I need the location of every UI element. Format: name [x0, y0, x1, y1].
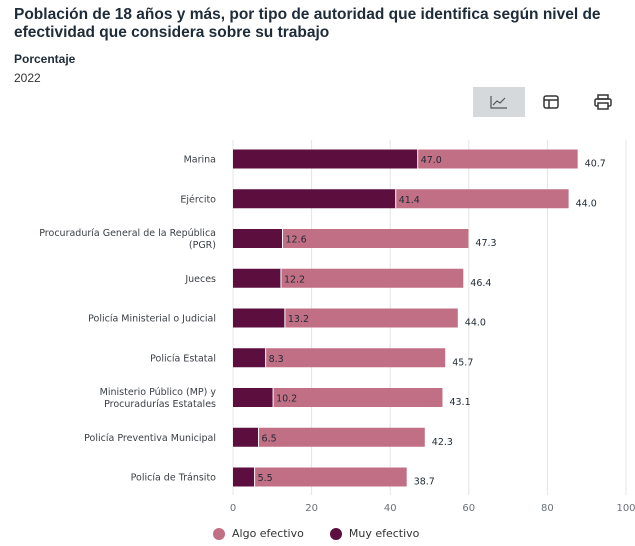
category-label: Procuraduría General de la República [39, 228, 216, 239]
bar-muy-efectivo [233, 467, 255, 487]
data-label-muy: 8.3 [269, 354, 284, 365]
data-label-algo: 46.4 [470, 278, 491, 289]
chart-year: 2022 [14, 71, 41, 85]
data-label-algo: 40.7 [585, 159, 606, 170]
bar-algo-efectivo [254, 467, 407, 487]
data-label-algo: 42.3 [432, 437, 453, 448]
legend-item-algo[interactable]: Algo efectivo [213, 527, 304, 540]
line-chart-view-button[interactable] [473, 87, 525, 117]
data-label-algo: 47.3 [475, 238, 496, 249]
chart-title: Población de 18 años y más, por tipo de … [14, 6, 601, 41]
data-label-muy: 10.2 [276, 394, 297, 405]
legend-label-algo: Algo efectivo [232, 527, 304, 540]
print-button[interactable] [577, 87, 629, 117]
print-icon [594, 94, 612, 110]
category-label: Policía Estatal [150, 353, 216, 364]
bar-algo-efectivo [258, 427, 425, 447]
data-label-muy: 12.6 [286, 235, 307, 246]
bar-algo-efectivo [282, 229, 469, 248]
x-tick-label: 100 [616, 503, 635, 514]
chart-legend: Algo efectivo Muy efectivo [213, 527, 445, 540]
line-chart-icon [490, 96, 507, 109]
x-tick-label: 80 [541, 503, 554, 514]
bar-algo-efectivo [273, 388, 443, 407]
data-label-muy: 47.0 [421, 155, 442, 166]
legend-swatch-algo [213, 527, 225, 540]
bar-muy-efectivo [233, 229, 283, 248]
data-label-algo: 44.0 [576, 198, 597, 209]
legend-label-muy: Muy efectivo [348, 527, 420, 540]
bar-muy-efectivo [233, 427, 259, 447]
category-label: Policía Preventiva Municipal [84, 433, 216, 444]
bar-muy-efectivo [233, 149, 418, 169]
x-tick-label: 40 [384, 503, 397, 514]
category-label: Policía Ministerial o Judicial [88, 314, 216, 325]
bar-algo-efectivo [395, 189, 569, 209]
bar-muy-efectivo [233, 348, 266, 368]
data-label-muy: 6.5 [262, 433, 277, 444]
data-label-algo: 38.7 [414, 477, 435, 488]
data-label-muy: 13.2 [288, 314, 309, 325]
category-label: Procuradurías Estatales [104, 399, 216, 410]
bar-muy-efectivo [233, 189, 396, 209]
x-tick-label: 60 [462, 503, 475, 514]
legend-item-muy[interactable]: Muy efectivo [329, 527, 420, 540]
chart-toolbar [473, 87, 629, 117]
table-icon [543, 95, 559, 109]
data-label-muy: 41.4 [399, 195, 420, 206]
data-label-algo: 44.0 [465, 318, 486, 329]
table-view-button[interactable] [525, 87, 577, 117]
bar-muy-efectivo [233, 268, 281, 288]
chart-subtitle: Porcentaje [14, 52, 76, 66]
category-label: (PGR) [189, 240, 216, 251]
bar-muy-efectivo [233, 308, 285, 328]
x-tick-label: 20 [305, 503, 318, 514]
category-label: Ministerio Público (MP) y [100, 387, 217, 398]
bar-algo-efectivo [417, 149, 578, 169]
data-label-muy: 12.2 [284, 274, 305, 285]
bar-muy-efectivo [233, 388, 274, 407]
category-label: Policía de Tránsito [131, 473, 217, 484]
bar-algo-efectivo [280, 268, 464, 288]
category-label: Jueces [184, 274, 216, 285]
x-tick-label: 0 [230, 503, 236, 514]
data-label-algo: 43.1 [449, 397, 470, 408]
bar-chart: 0 20 40 60 80 100 Marina 47.0 40.7 Ejército 41.4 44… [39, 140, 635, 514]
category-label: Marina [184, 155, 216, 166]
data-label-muy: 5.5 [258, 473, 273, 484]
bar-algo-efectivo [284, 308, 458, 328]
data-label-algo: 45.7 [452, 357, 473, 368]
bar-algo-efectivo [265, 348, 446, 368]
legend-swatch-muy [329, 527, 342, 540]
category-label: Ejército [180, 194, 216, 205]
